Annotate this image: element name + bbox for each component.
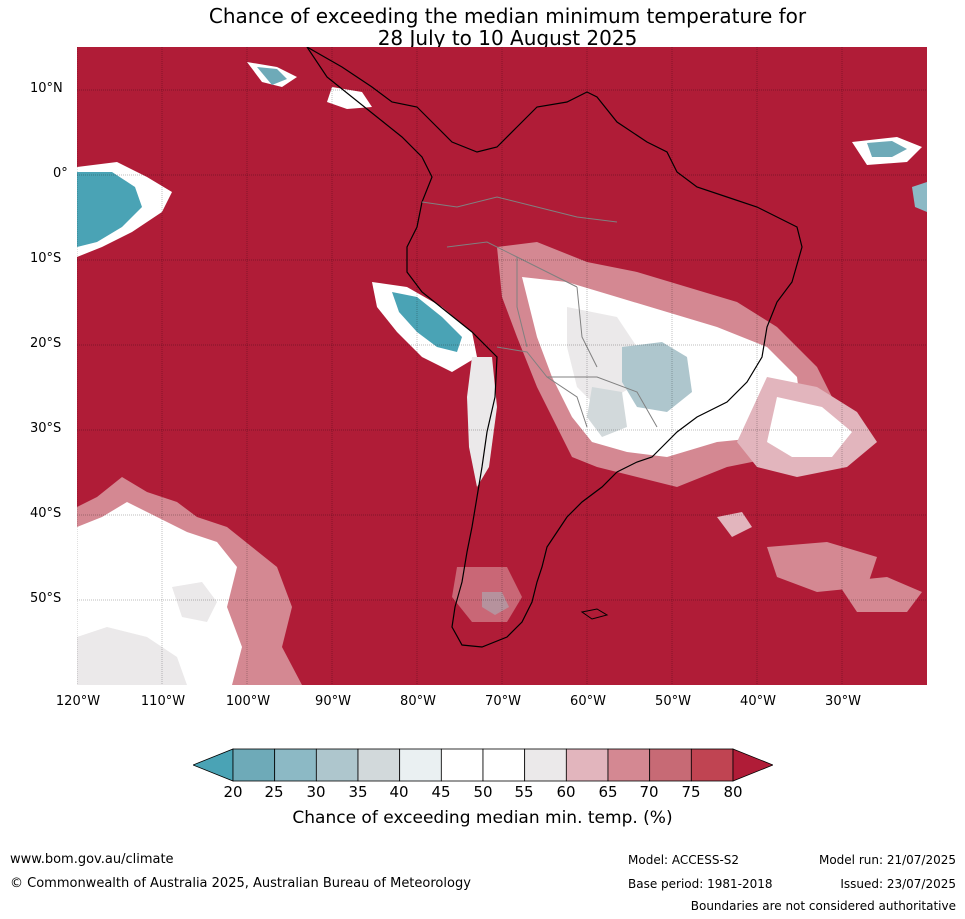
colorbar-cell [690,748,734,782]
south-pacific-grey-patch [77,627,187,685]
country-borders [421,196,658,428]
eq-pacific-blue-region [77,172,142,247]
footer-model: Model: ACCESS-S2 [628,853,740,867]
colorbar-tick-25: 25 [264,783,284,801]
colorbar-extend-high [732,748,773,782]
colorbar-extend-low [193,748,234,782]
lon-label-90w: 90°W [315,694,351,709]
atlantic-eq-right-patch [912,182,927,212]
colorbar-tick-55: 55 [514,783,534,801]
lat-label-10s: 10°S [30,251,62,266]
colorbar-cell [232,748,276,782]
colorbar-tick-35: 35 [348,783,368,801]
map-title-line1: Chance of exceeding the median minimum t… [208,4,807,28]
lat-label-10n: 10°N [30,81,63,96]
colorbar-tick-50: 50 [473,783,493,801]
colorbar-tick-30: 30 [306,783,326,801]
colorbar-tick-20: 20 [223,783,243,801]
lat-label-0: 0° [53,166,68,181]
colorbar-cell [524,748,567,782]
colorbar-cell [315,748,359,782]
peru-coast-blue-region [392,292,462,352]
colorbar-tick-45: 45 [431,783,451,801]
colorbar-cell [607,748,651,782]
graticule [77,47,927,685]
colorbar-tick-65: 65 [598,783,618,801]
colorbar-tick-60: 60 [556,783,576,801]
atlantic-blob-1 [767,542,877,592]
lon-label-70w: 70°W [485,694,521,709]
colorbar-cell [274,748,317,782]
lat-label-20s: 20°S [30,336,62,351]
footer-base-period: Base period: 1981-2018 [628,877,773,891]
map-title-line2: 28 July to 10 August 2025 [377,26,638,50]
lon-label-120w: 120°W [55,694,101,709]
lat-label-30s: 30°S [30,421,62,436]
lon-label-80w: 80°W [400,694,436,709]
footer-disclaimer: Boundaries are not considered authoritat… [690,899,956,913]
atlantic-eq-blue [867,141,907,157]
colorbar-label: Chance of exceeding median min. temp. (%… [292,808,673,828]
lon-label-50w: 50°W [655,694,691,709]
footer-issued: Issued: 23/07/2025 [840,877,956,891]
lon-label-110w: 110°W [140,694,186,709]
colorbar [193,748,773,782]
brazil-blue-region [622,342,692,412]
central-america-blue [257,67,287,85]
footer-model-run: Model run: 21/07/2025 [818,853,956,867]
falkland-islands [580,608,609,620]
brazil-light-blue-patch [587,387,627,437]
colorbar-tick-80: 80 [723,783,743,801]
atlantic-blob-3 [717,512,752,537]
colorbar-tick-70: 70 [639,783,659,801]
south-pacific-grey-patch-2 [172,582,217,622]
colorbar-cell [482,748,526,782]
footer-url: www.bom.gov.au/climate [10,852,174,867]
colorbar-tick-40: 40 [389,783,409,801]
lon-label-100w: 100°W [225,694,271,709]
lat-label-40s: 40°S [30,506,62,521]
lat-label-50s: 50°S [30,591,62,606]
colorbar-cell [399,748,442,782]
south-america-outline [306,47,803,648]
footer-copyright: © Commonwealth of Australia 2025, Austra… [10,876,471,891]
lon-label-30w: 30°W [825,694,861,709]
lon-label-40w: 40°W [740,694,776,709]
colorbar-tick-75: 75 [681,783,701,801]
chile-coast-strip [467,357,497,487]
colorbar-cell [565,748,609,782]
brazil-grey-region [567,307,637,407]
atlantic-blob-2 [837,577,922,612]
lon-label-60w: 60°W [570,694,606,709]
colorbar-cell [440,748,484,782]
colorbar-cell [357,748,401,782]
probability-map [77,47,927,685]
patagonia-pink [452,567,522,622]
south-atlantic-white [767,397,852,457]
colorbar-cell [649,748,692,782]
